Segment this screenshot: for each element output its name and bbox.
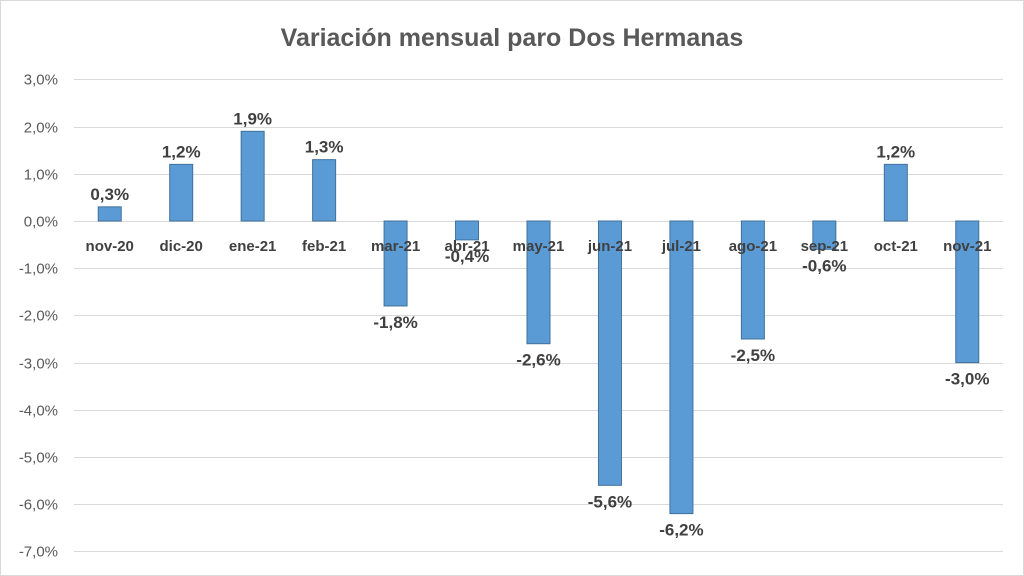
x-tick-label: feb-21 bbox=[302, 238, 346, 255]
data-label: 1,2% bbox=[876, 142, 915, 161]
bar-jun-21 bbox=[597, 220, 622, 486]
data-labels: 0,3% 1,2% 1,9% 1,3% -1,8% -0,4% -2,6% -5,6% -6,2… bbox=[90, 109, 989, 539]
y-tick-label: -2,0% bbox=[19, 308, 58, 325]
x-tick-label: abr-21 bbox=[445, 238, 490, 255]
x-axis-ticks: nov-20 dic-20 ene-21 feb-21 mar-21 abr-21 may-… bbox=[86, 238, 992, 255]
data-label: -1,8% bbox=[373, 313, 417, 332]
bar-may-21 bbox=[526, 220, 551, 345]
bar-nov-20 bbox=[97, 206, 122, 222]
bar-mar-21 bbox=[383, 220, 408, 307]
data-label: 0,3% bbox=[90, 185, 129, 204]
bar-abr-21 bbox=[455, 220, 480, 241]
x-tick-label: nov-21 bbox=[943, 238, 991, 255]
y-tick-label: -1,0% bbox=[19, 261, 58, 278]
data-label: -2,5% bbox=[731, 346, 775, 365]
bar-nov-21 bbox=[955, 220, 980, 364]
x-tick-label: oct-21 bbox=[874, 238, 918, 255]
x-tick-label: may-21 bbox=[513, 238, 565, 255]
data-label: -6,2% bbox=[659, 521, 703, 540]
y-tick-label: -4,0% bbox=[19, 403, 58, 420]
chart-title: Variación mensual paro Dos Hermanas bbox=[281, 24, 744, 52]
bar-ene-21 bbox=[240, 130, 265, 222]
x-tick-label: nov-20 bbox=[86, 238, 134, 255]
x-tick-label: ene-21 bbox=[229, 238, 277, 255]
y-tick-label: 2,0% bbox=[24, 120, 58, 137]
y-tick-label: 0,0% bbox=[24, 214, 58, 231]
x-tick-label: jul-21 bbox=[661, 238, 701, 255]
bars bbox=[97, 130, 980, 515]
bar-sep-21 bbox=[812, 220, 837, 250]
data-label: -5,6% bbox=[588, 492, 632, 511]
x-tick-label: ago-21 bbox=[729, 238, 777, 255]
x-tick-label: jun-21 bbox=[587, 238, 632, 255]
bar-jul-21 bbox=[669, 220, 694, 515]
y-tick-label: -7,0% bbox=[19, 544, 58, 561]
data-label: -2,6% bbox=[516, 351, 560, 370]
data-label: -0,4% bbox=[445, 247, 489, 266]
bar-ago-21 bbox=[740, 220, 765, 340]
data-label: -3,0% bbox=[945, 370, 989, 389]
y-axis-ticks: 3,0% 2,0% 1,0% 0,0% -1,0% -2,0% -3,0% -4,0% -5,0… bbox=[19, 72, 58, 561]
x-tick-label: mar-21 bbox=[371, 238, 420, 255]
x-tick-label: sep-21 bbox=[801, 238, 849, 255]
y-tick-label: 3,0% bbox=[24, 72, 58, 89]
data-label: -0,6% bbox=[802, 256, 846, 275]
data-label: 1,3% bbox=[305, 138, 344, 157]
data-label: 1,9% bbox=[233, 109, 272, 128]
y-tick-label: 1,0% bbox=[24, 167, 58, 184]
bar-feb-21 bbox=[312, 159, 337, 222]
data-label: 1,2% bbox=[162, 142, 201, 161]
bar-oct-21 bbox=[883, 163, 908, 222]
y-tick-label: -5,0% bbox=[19, 450, 58, 467]
x-tick-label: dic-20 bbox=[160, 238, 203, 255]
y-tick-label: -3,0% bbox=[19, 356, 58, 373]
y-tick-label: -6,0% bbox=[19, 497, 58, 514]
bar-dic-20 bbox=[169, 163, 194, 222]
